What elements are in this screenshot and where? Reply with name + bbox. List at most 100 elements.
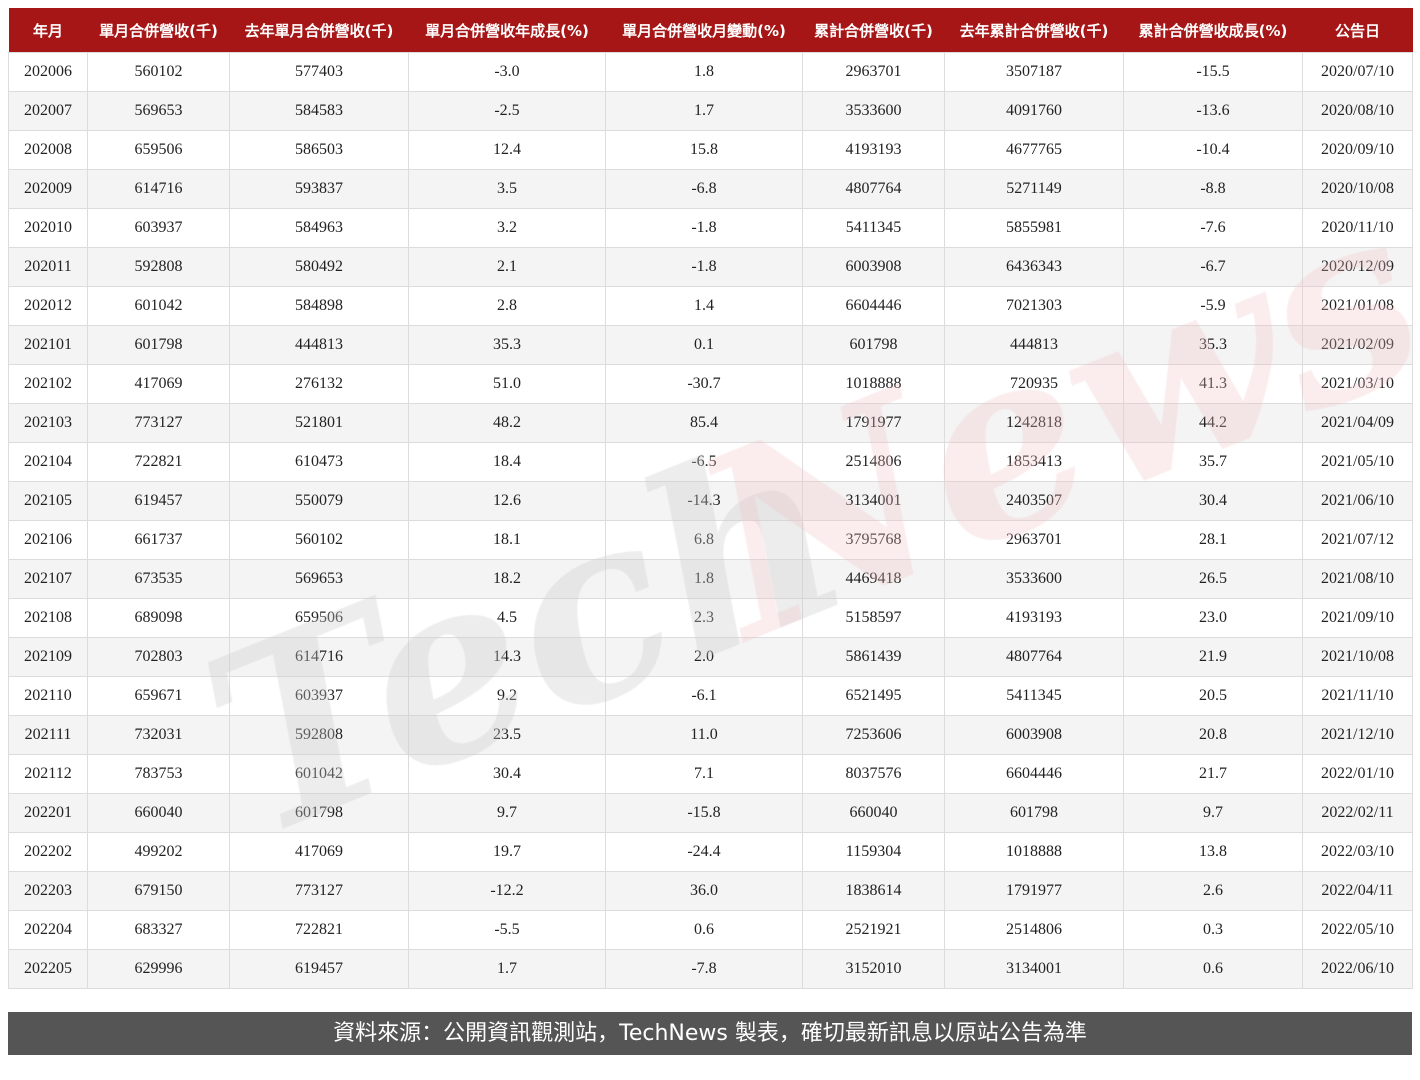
table-cell: -7.6 [1123, 208, 1303, 248]
table-cell: 202205 [8, 949, 88, 989]
table-cell: 783753 [87, 754, 230, 794]
table-cell: 202203 [8, 871, 88, 911]
table-cell: 202008 [8, 130, 88, 170]
table-cell: 2.1 [408, 247, 606, 287]
table-cell: -30.7 [605, 364, 803, 404]
table-cell: 592808 [229, 715, 409, 755]
table-row: 202205 629996 619457 1.7 -7.8 3152010 3134001 0… [8, 949, 1413, 989]
table-cell: 202108 [8, 598, 88, 638]
table-row: 202110 659671 603937 9.2 -6.1 6521495 5411345 2… [8, 676, 1413, 716]
table-cell: 2.3 [605, 598, 803, 638]
table-cell: -1.8 [605, 247, 803, 287]
source-footer: 資料來源：公開資訊觀測站，TechNews 製表，確切最新訊息以原站公告為準 [8, 1012, 1412, 1055]
table-row: 202011 592808 580492 2.1 -1.8 6003908 6436343-… [8, 247, 1413, 287]
column-header: 單月合併營收(千) [87, 8, 230, 53]
table-cell: 1018888 [944, 832, 1124, 872]
table-cell: 6003908 [802, 247, 945, 287]
table-cell: 6436343 [944, 247, 1124, 287]
table-cell: 499202 [87, 832, 230, 872]
column-header: 單月合併營收年成長(%) [408, 8, 606, 53]
table-cell: 6604446 [944, 754, 1124, 794]
table-cell: 11.0 [605, 715, 803, 755]
table-cell: 550079 [229, 481, 409, 521]
table-cell: 586503 [229, 130, 409, 170]
table-cell: 601042 [87, 286, 230, 326]
table-cell: 2021/05/10 [1302, 442, 1413, 482]
table-cell: 417069 [87, 364, 230, 404]
table-cell: 702803 [87, 637, 230, 677]
table-cell: 202202 [8, 832, 88, 872]
table-cell: 0.1 [605, 325, 803, 365]
table-cell: 2022/03/10 [1302, 832, 1413, 872]
table-cell: 2514806 [802, 442, 945, 482]
table-cell: 1018888 [802, 364, 945, 404]
table-cell: 9.2 [408, 676, 606, 716]
table-cell: 661737 [87, 520, 230, 560]
table-cell: 601042 [229, 754, 409, 794]
table-cell: 679150 [87, 871, 230, 911]
table-cell: -12.2 [408, 871, 606, 911]
table-cell: 3134001 [944, 949, 1124, 989]
table-cell: 20.8 [1123, 715, 1303, 755]
table-cell: 614716 [87, 169, 230, 209]
table-cell: -13.6 [1123, 91, 1303, 131]
table-cell: -6.1 [605, 676, 803, 716]
table-cell: 610473 [229, 442, 409, 482]
table-cell: 2021/09/10 [1302, 598, 1413, 638]
table-cell: 4193193 [802, 130, 945, 170]
table-cell: 202103 [8, 403, 88, 443]
table-cell: 202106 [8, 520, 88, 560]
table-cell: 202101 [8, 325, 88, 365]
table-cell: 660040 [802, 793, 945, 833]
table-cell: 689098 [87, 598, 230, 638]
table-cell: 18.1 [408, 520, 606, 560]
table-cell: 603937 [87, 208, 230, 248]
table-row: 202102 417069 276132 51.0 -30.7 1018888 720935… [8, 364, 1413, 404]
table-cell: 21.7 [1123, 754, 1303, 794]
table-cell: -7.8 [605, 949, 803, 989]
table-cell: 28.1 [1123, 520, 1303, 560]
table-cell: 6521495 [802, 676, 945, 716]
table-row: 202012 601042 584898 2.8 1.4 6604446 7021303 -5… [8, 286, 1413, 326]
table-row: 202104 722821 610473 18.4 -6.5 2514806 1853413… [8, 442, 1413, 482]
table-cell: 659671 [87, 676, 230, 716]
table-row: 202106 661737 560102 18.1 6.8 3795768 2963701 2… [8, 520, 1413, 560]
table-cell: 2020/09/10 [1302, 130, 1413, 170]
table-cell: -2.5 [408, 91, 606, 131]
table-cell: 202007 [8, 91, 88, 131]
table-cell: 1.7 [605, 91, 803, 131]
table-cell: 4091760 [944, 91, 1124, 131]
table-row: 202202 499202 417069 19.7 -24.4 1159304 101888… [8, 832, 1413, 872]
table-cell: 3134001 [802, 481, 945, 521]
table-cell: 35.3 [408, 325, 606, 365]
table-cell: 4469418 [802, 559, 945, 599]
table-cell: 629996 [87, 949, 230, 989]
table-cell: 15.8 [605, 130, 803, 170]
table-cell: 4.5 [408, 598, 606, 638]
table-cell: 30.4 [1123, 481, 1303, 521]
table-row: 202007 569653 584583 -2.5 1.7 3533600 4091760-… [8, 91, 1413, 131]
table-cell: 30.4 [408, 754, 606, 794]
table-cell: 5271149 [944, 169, 1124, 209]
table-cell: 5411345 [944, 676, 1124, 716]
table-cell: 13.8 [1123, 832, 1303, 872]
table-cell: 601798 [87, 325, 230, 365]
revenue-table: 年月 單月合併營收(千) 去年單月合併營收(千) 單月合併營收年成長(%) 單月合併營收… [8, 8, 1413, 989]
table-header-row: 年月 單月合併營收(千) 去年單月合併營收(千) 單月合併營收年成長(%) 單月合併營收… [8, 8, 1413, 53]
table-cell: 2021/06/10 [1302, 481, 1413, 521]
table-cell: 18.4 [408, 442, 606, 482]
table-cell: 44.2 [1123, 403, 1303, 443]
table-cell: 2022/06/10 [1302, 949, 1413, 989]
table-cell: 444813 [229, 325, 409, 365]
table-cell: 18.2 [408, 559, 606, 599]
table-cell: 85.4 [605, 403, 803, 443]
table-cell: 584963 [229, 208, 409, 248]
table-row: 202006 560102 577403 -3.0 1.8 2963701 3507187-… [8, 52, 1413, 92]
table-cell: 584583 [229, 91, 409, 131]
table-cell: -10.4 [1123, 130, 1303, 170]
table-row: 202111 732031 592808 23.5 11.0 7253606 6003908… [8, 715, 1413, 755]
table-cell: 0.3 [1123, 910, 1303, 950]
column-header: 去年累計合併營收(千) [944, 8, 1124, 53]
table-cell: 202112 [8, 754, 88, 794]
table-cell: 3533600 [944, 559, 1124, 599]
